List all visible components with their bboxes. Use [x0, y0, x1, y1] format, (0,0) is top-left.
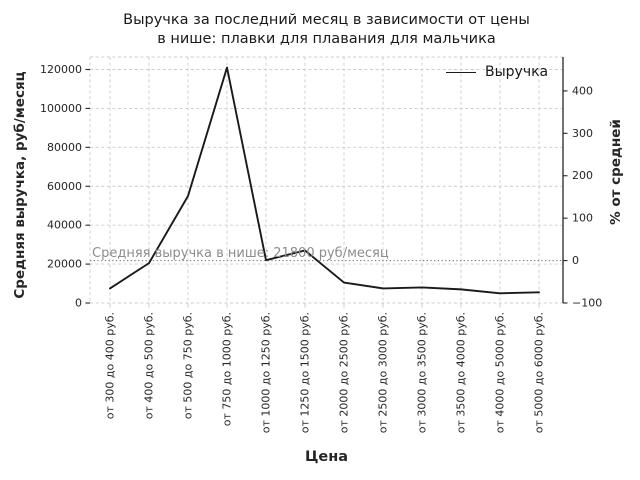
y-tick-label-left: 120000 — [40, 63, 82, 76]
x-tick-label: от 5000 до 6000 руб. — [533, 312, 546, 433]
x-tick-label: от 300 до 400 руб. — [104, 312, 117, 419]
y-tick-label-right: 300 — [572, 127, 593, 140]
x-tick-label: от 2000 до 2500 руб. — [338, 312, 351, 433]
chart-title-line1: Выручка за последний месяц в зависимости… — [123, 12, 530, 28]
x-tick-label: от 500 до 750 руб. — [182, 312, 195, 419]
y-tick-label-left: 0 — [75, 297, 82, 310]
average-line-annotation: Средняя выручка в нише: 21800 руб/месяц — [92, 246, 389, 261]
y-tick-label-left: 80000 — [47, 141, 82, 154]
x-tick-label: от 1000 до 1250 руб. — [260, 312, 273, 433]
y-tick-label-right: 400 — [572, 84, 593, 97]
y-tick-label-left: 40000 — [47, 219, 82, 232]
x-tick-label: от 1250 до 1500 руб. — [299, 312, 312, 433]
y-axis-label-right: % от средней — [608, 119, 624, 225]
x-tick-label: от 4000 до 5000 руб. — [494, 312, 507, 433]
x-tick-label: от 400 до 500 руб. — [143, 312, 156, 419]
chart-title-line2: в нише: плавки для плавания для мальчика — [157, 31, 496, 47]
y-tick-label-left: 100000 — [40, 102, 82, 115]
revenue-line — [109, 66, 540, 295]
y-tick-label-right: 100 — [572, 212, 593, 225]
x-tick-label: от 750 до 1000 руб. — [221, 312, 234, 426]
y-tick-label-left: 20000 — [47, 258, 82, 271]
y-tick-label-right: 200 — [572, 169, 593, 182]
x-tick-label: от 3500 до 4000 руб. — [455, 312, 468, 433]
y-tick-label-right: 0 — [572, 254, 579, 267]
y-axis-label-left: Средняя выручка, руб/месяц — [12, 71, 28, 299]
chart-title: Выручка за последний месяц в зависимости… — [90, 11, 563, 49]
x-axis-label: Цена — [304, 449, 349, 465]
legend-line-sample — [446, 71, 476, 73]
legend-label: Выручка — [485, 64, 549, 80]
legend: Выручка — [446, 64, 548, 80]
y-tick-label-left: 60000 — [47, 180, 82, 193]
y-tick-label-right: −100 — [572, 297, 602, 310]
x-tick-label: от 3000 до 3500 руб. — [416, 312, 429, 433]
x-tick-label: от 2500 до 3000 руб. — [377, 312, 390, 433]
